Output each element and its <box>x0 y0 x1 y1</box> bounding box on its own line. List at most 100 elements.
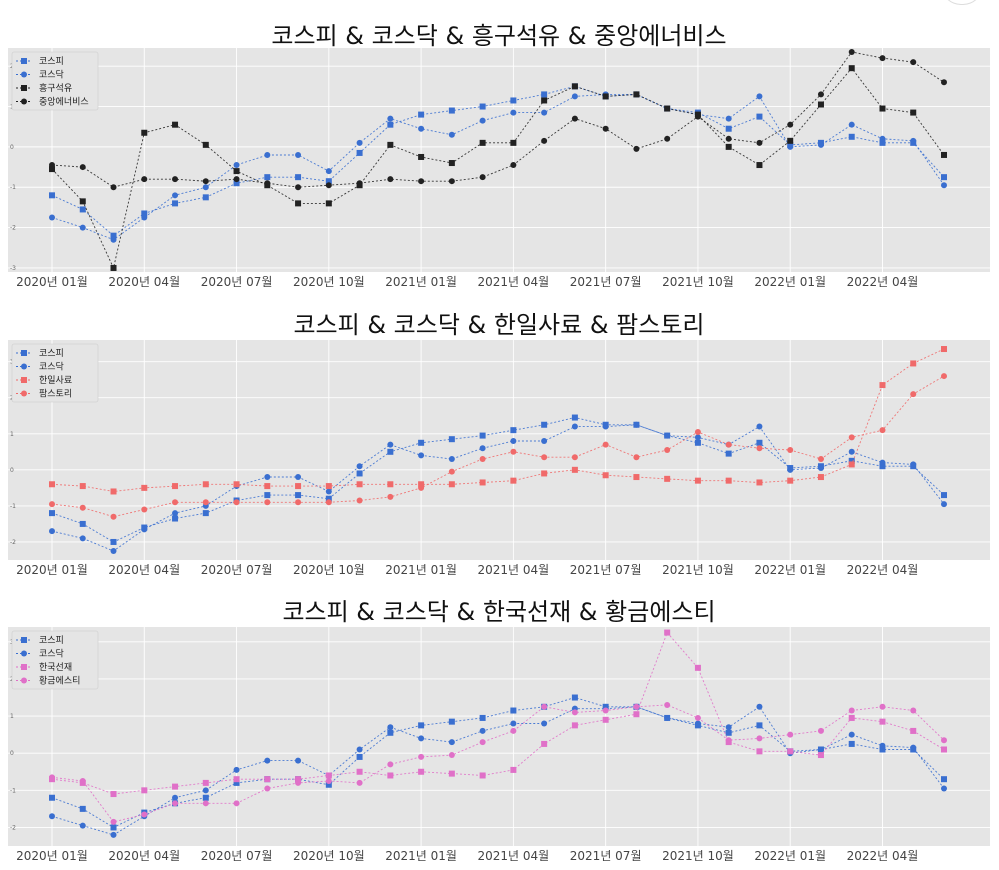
data-point <box>694 714 701 721</box>
data-point <box>325 495 332 502</box>
x-tick-label: 2021년 01월 <box>385 563 457 577</box>
data-point <box>110 824 117 831</box>
series-3 <box>49 65 947 271</box>
data-point <box>756 113 763 120</box>
data-point <box>664 105 671 112</box>
series-line <box>51 697 945 828</box>
x-tick-label: 2021년 04월 <box>478 275 550 289</box>
data-point <box>264 151 271 158</box>
data-point <box>756 722 763 729</box>
data-point <box>479 772 486 779</box>
data-point <box>172 510 179 517</box>
x-tick-label: 2020년 10월 <box>293 563 365 577</box>
data-point <box>172 121 179 128</box>
data-point <box>479 456 486 463</box>
data-point <box>787 447 794 453</box>
data-point <box>571 115 578 122</box>
data-point <box>172 176 179 183</box>
legend-box <box>11 343 99 403</box>
data-point <box>141 506 148 513</box>
x-tick-label: 2020년 04월 <box>108 849 180 863</box>
data-point <box>110 232 117 239</box>
y-tick-label: -2 <box>10 225 16 232</box>
data-point <box>49 192 55 199</box>
data-point <box>295 483 302 490</box>
data-point <box>725 143 732 150</box>
data-point <box>602 707 609 714</box>
data-point <box>941 174 947 181</box>
data-point <box>879 746 886 753</box>
data-point <box>49 501 55 508</box>
data-point <box>141 214 148 221</box>
data-point <box>110 236 117 243</box>
data-point <box>817 746 824 753</box>
data-point <box>325 200 332 207</box>
data-point <box>356 753 363 760</box>
data-point <box>202 787 209 794</box>
data-point <box>817 456 824 463</box>
data-point <box>910 137 917 144</box>
x-tick-label: 2020년 01월 <box>16 849 88 863</box>
data-point <box>941 182 947 189</box>
data-point <box>756 162 763 169</box>
data-point <box>664 714 671 721</box>
series-line <box>51 706 945 836</box>
data-point <box>479 174 486 181</box>
data-point <box>910 727 917 734</box>
x-tick-label: 2020년 07월 <box>201 849 273 863</box>
data-point <box>264 174 271 181</box>
series-line <box>51 375 945 518</box>
data-point <box>141 811 148 818</box>
data-point <box>233 776 240 783</box>
data-point <box>541 703 548 710</box>
data-point <box>79 164 86 171</box>
data-point <box>387 724 394 731</box>
chart-title: 코스피 & 코스닥 & 흥구석유 & 중앙에너비스 <box>271 22 726 50</box>
legend-marker <box>21 377 27 383</box>
legend-marker <box>21 58 27 64</box>
data-point <box>725 125 732 132</box>
data-point <box>387 761 394 768</box>
data-point <box>541 740 548 747</box>
data-point <box>49 528 55 535</box>
data-point <box>356 779 363 786</box>
data-point <box>756 139 763 146</box>
data-point <box>541 91 548 98</box>
data-point <box>848 121 855 128</box>
data-point <box>202 499 209 506</box>
data-point <box>325 772 332 779</box>
data-point <box>110 818 117 825</box>
data-point <box>264 483 271 490</box>
x-tick-label: 2021년 10월 <box>662 849 734 863</box>
data-point <box>141 484 148 491</box>
data-point <box>325 488 332 495</box>
data-point <box>510 727 517 734</box>
data-point <box>418 484 425 491</box>
series-line <box>51 85 945 237</box>
y-tick-label: 1 <box>10 713 14 720</box>
data-point <box>172 200 179 207</box>
x-tick-label: 2020년 10월 <box>293 849 365 863</box>
legend-label: 한일사료 <box>39 375 72 386</box>
y-tick-label: 0 <box>10 467 14 474</box>
data-point <box>79 822 86 829</box>
legend-marker <box>21 363 27 370</box>
data-point <box>602 93 609 100</box>
legend-marker <box>21 390 27 397</box>
data-point <box>110 264 117 271</box>
x-tick-label: 2020년 07월 <box>201 563 273 577</box>
data-point <box>479 445 486 452</box>
data-point <box>571 709 578 716</box>
data-point <box>510 437 517 444</box>
data-point <box>510 109 517 116</box>
data-point <box>325 499 332 506</box>
data-point <box>110 791 117 798</box>
data-point <box>633 711 640 718</box>
data-point <box>817 474 824 481</box>
data-point <box>910 360 917 367</box>
plot-background <box>8 340 990 560</box>
data-point <box>879 718 886 725</box>
y-tick-label: 0 <box>10 750 14 757</box>
